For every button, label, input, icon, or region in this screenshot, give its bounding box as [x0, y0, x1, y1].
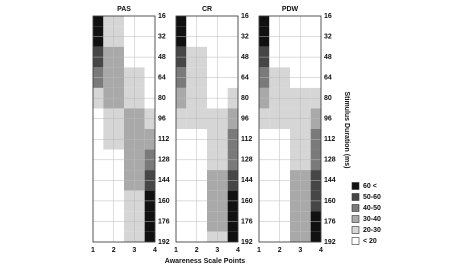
- x-tick-label: 4: [319, 247, 323, 254]
- y-tick-label: 144: [241, 177, 253, 184]
- y-tick-label: 112: [324, 136, 335, 143]
- y-tick-label: 32: [324, 33, 332, 40]
- legend-label: 60 <: [363, 183, 377, 190]
- y-tick-label: 192: [241, 239, 253, 246]
- y-tick-label: 16: [324, 13, 332, 20]
- y-tick-label: 144: [324, 177, 336, 184]
- y-tick-label: 176: [158, 218, 170, 225]
- heat-cell: [176, 231, 187, 242]
- y-tick-label: 64: [158, 74, 166, 81]
- heat-cell: [176, 16, 187, 27]
- y-tick-label: 64: [241, 74, 249, 81]
- y-tick-label: 112: [158, 136, 169, 143]
- y-tick-label: 176: [241, 218, 253, 225]
- x-tick-label: 3: [298, 247, 302, 254]
- heat-cell: [93, 16, 104, 27]
- panel-title: CR: [202, 6, 212, 13]
- panel-title: PDW: [282, 6, 299, 13]
- heat-cell: [144, 16, 155, 27]
- legend-swatch: [351, 204, 360, 212]
- panel-frame: [92, 15, 156, 243]
- y-tick-label: 48: [324, 54, 332, 61]
- y-tick-label: 144: [158, 177, 170, 184]
- heat-cell: [310, 231, 321, 242]
- legend-swatch: [351, 215, 360, 223]
- x-tick-label: 2: [112, 247, 116, 254]
- x-axis-title: Awareness Scale Points: [165, 258, 246, 265]
- y-tick-label: 32: [241, 33, 249, 40]
- y-tick-label: 160: [241, 198, 253, 205]
- y-tick-label: 48: [158, 54, 166, 61]
- y-tick-label: 16: [241, 13, 249, 20]
- y-tick-label: 80: [324, 95, 332, 102]
- legend-swatch: [351, 193, 360, 201]
- heat-cell: [144, 231, 155, 242]
- y-tick-label: 160: [324, 198, 336, 205]
- legend-swatch: [351, 226, 360, 234]
- heat-cell: [259, 231, 270, 242]
- y-tick-label: 16: [158, 13, 166, 20]
- legend-label: 40-50: [363, 205, 381, 212]
- y-tick-label: 112: [241, 136, 252, 143]
- legend-swatch: [351, 237, 360, 245]
- y-tick-label: 128: [158, 157, 170, 164]
- x-tick-label: 3: [215, 247, 219, 254]
- heat-cell: [93, 231, 104, 242]
- heat-cell: [227, 16, 238, 27]
- y-tick-label: 192: [324, 239, 336, 246]
- x-tick-label: 1: [257, 247, 261, 254]
- x-tick-label: 2: [195, 247, 199, 254]
- x-tick-label: 1: [174, 247, 178, 254]
- legend-label: 50-60: [363, 194, 381, 201]
- y-tick-label: 80: [241, 95, 249, 102]
- panel-frame: [258, 15, 322, 243]
- y-tick-label: 176: [324, 218, 336, 225]
- legend-label: 20-30: [363, 227, 381, 234]
- y-tick-label: 64: [324, 74, 332, 81]
- y-axis-title: Stimulus Duration (ms): [343, 91, 350, 168]
- x-tick-label: 4: [153, 247, 157, 254]
- panel-title: PAS: [117, 6, 131, 13]
- y-tick-label: 32: [158, 33, 166, 40]
- legend-label: < 20: [363, 238, 377, 245]
- y-tick-label: 160: [158, 198, 170, 205]
- heat-cell: [227, 231, 238, 242]
- y-tick-label: 192: [158, 239, 170, 246]
- x-tick-label: 4: [236, 247, 240, 254]
- legend-label: 30-40: [363, 216, 381, 223]
- panel-frame: [175, 15, 239, 243]
- legend-swatch: [351, 182, 360, 190]
- y-tick-label: 128: [324, 157, 336, 164]
- y-tick-label: 80: [158, 95, 166, 102]
- heat-cell: [310, 16, 321, 27]
- x-tick-label: 1: [91, 247, 95, 254]
- y-tick-label: 96: [324, 116, 332, 123]
- x-tick-label: 2: [278, 247, 282, 254]
- x-tick-label: 3: [132, 247, 136, 254]
- heat-cell: [259, 16, 270, 27]
- y-tick-label: 96: [158, 116, 166, 123]
- y-tick-label: 48: [241, 54, 249, 61]
- y-tick-label: 128: [241, 157, 253, 164]
- y-tick-label: 96: [241, 116, 249, 123]
